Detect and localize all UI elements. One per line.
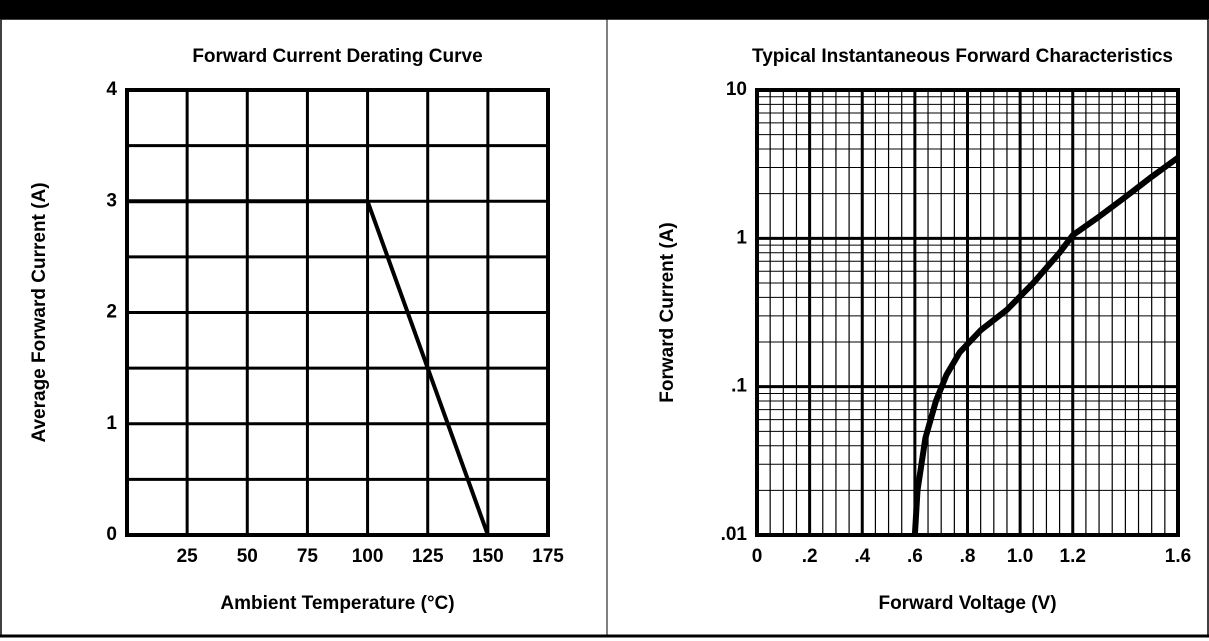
x-axis-label: Ambient Temperature (°C) — [220, 593, 454, 614]
y-tick-label: 4 — [106, 79, 117, 100]
y-tick-label: 3 — [106, 190, 117, 211]
chart-title: Forward Current Derating Curve — [192, 46, 482, 67]
y-axis-label: Average Forward Current (A) — [29, 182, 50, 442]
x-tick-label: .6 — [907, 546, 923, 567]
x-tick-label: 125 — [412, 546, 444, 567]
plot-frame — [755, 88, 1180, 537]
chart-title: Typical Instantaneous Forward Characteri… — [752, 46, 1173, 67]
y-tick-label: 1 — [106, 413, 117, 434]
y-tick-label: 1 — [736, 227, 747, 248]
header-band — [0, 0, 1209, 19]
y-tick-label: 2 — [106, 302, 117, 323]
y-tick-label: .01 — [721, 524, 748, 545]
x-tick-label: 0 — [752, 546, 763, 567]
x-tick-label: .2 — [802, 546, 818, 567]
y-tick-label: 0 — [106, 524, 117, 545]
plot-frame — [125, 88, 550, 537]
x-tick-label: 75 — [297, 546, 319, 567]
x-tick-label: 50 — [237, 546, 258, 567]
x-tick-label: 1.0 — [1007, 546, 1033, 567]
x-tick-label: .4 — [854, 546, 870, 567]
x-tick-label: 150 — [472, 546, 504, 567]
x-tick-label: .8 — [960, 546, 976, 567]
frame — [0, 18, 1209, 637]
x-tick-label: 175 — [532, 546, 564, 567]
y-tick-label: .1 — [731, 376, 747, 397]
curve — [127, 199, 490, 536]
x-axis-label: Forward Voltage (V) — [878, 593, 1056, 614]
y-tick-label: 10 — [726, 79, 747, 100]
x-tick-label: 1.2 — [1060, 546, 1086, 567]
x-tick-label: 1.6 — [1165, 546, 1191, 567]
x-tick-label: 25 — [177, 546, 199, 567]
y-axis-label: Forward Current (A) — [657, 222, 678, 403]
x-tick-label: 100 — [352, 546, 384, 567]
curve — [911, 155, 1180, 536]
